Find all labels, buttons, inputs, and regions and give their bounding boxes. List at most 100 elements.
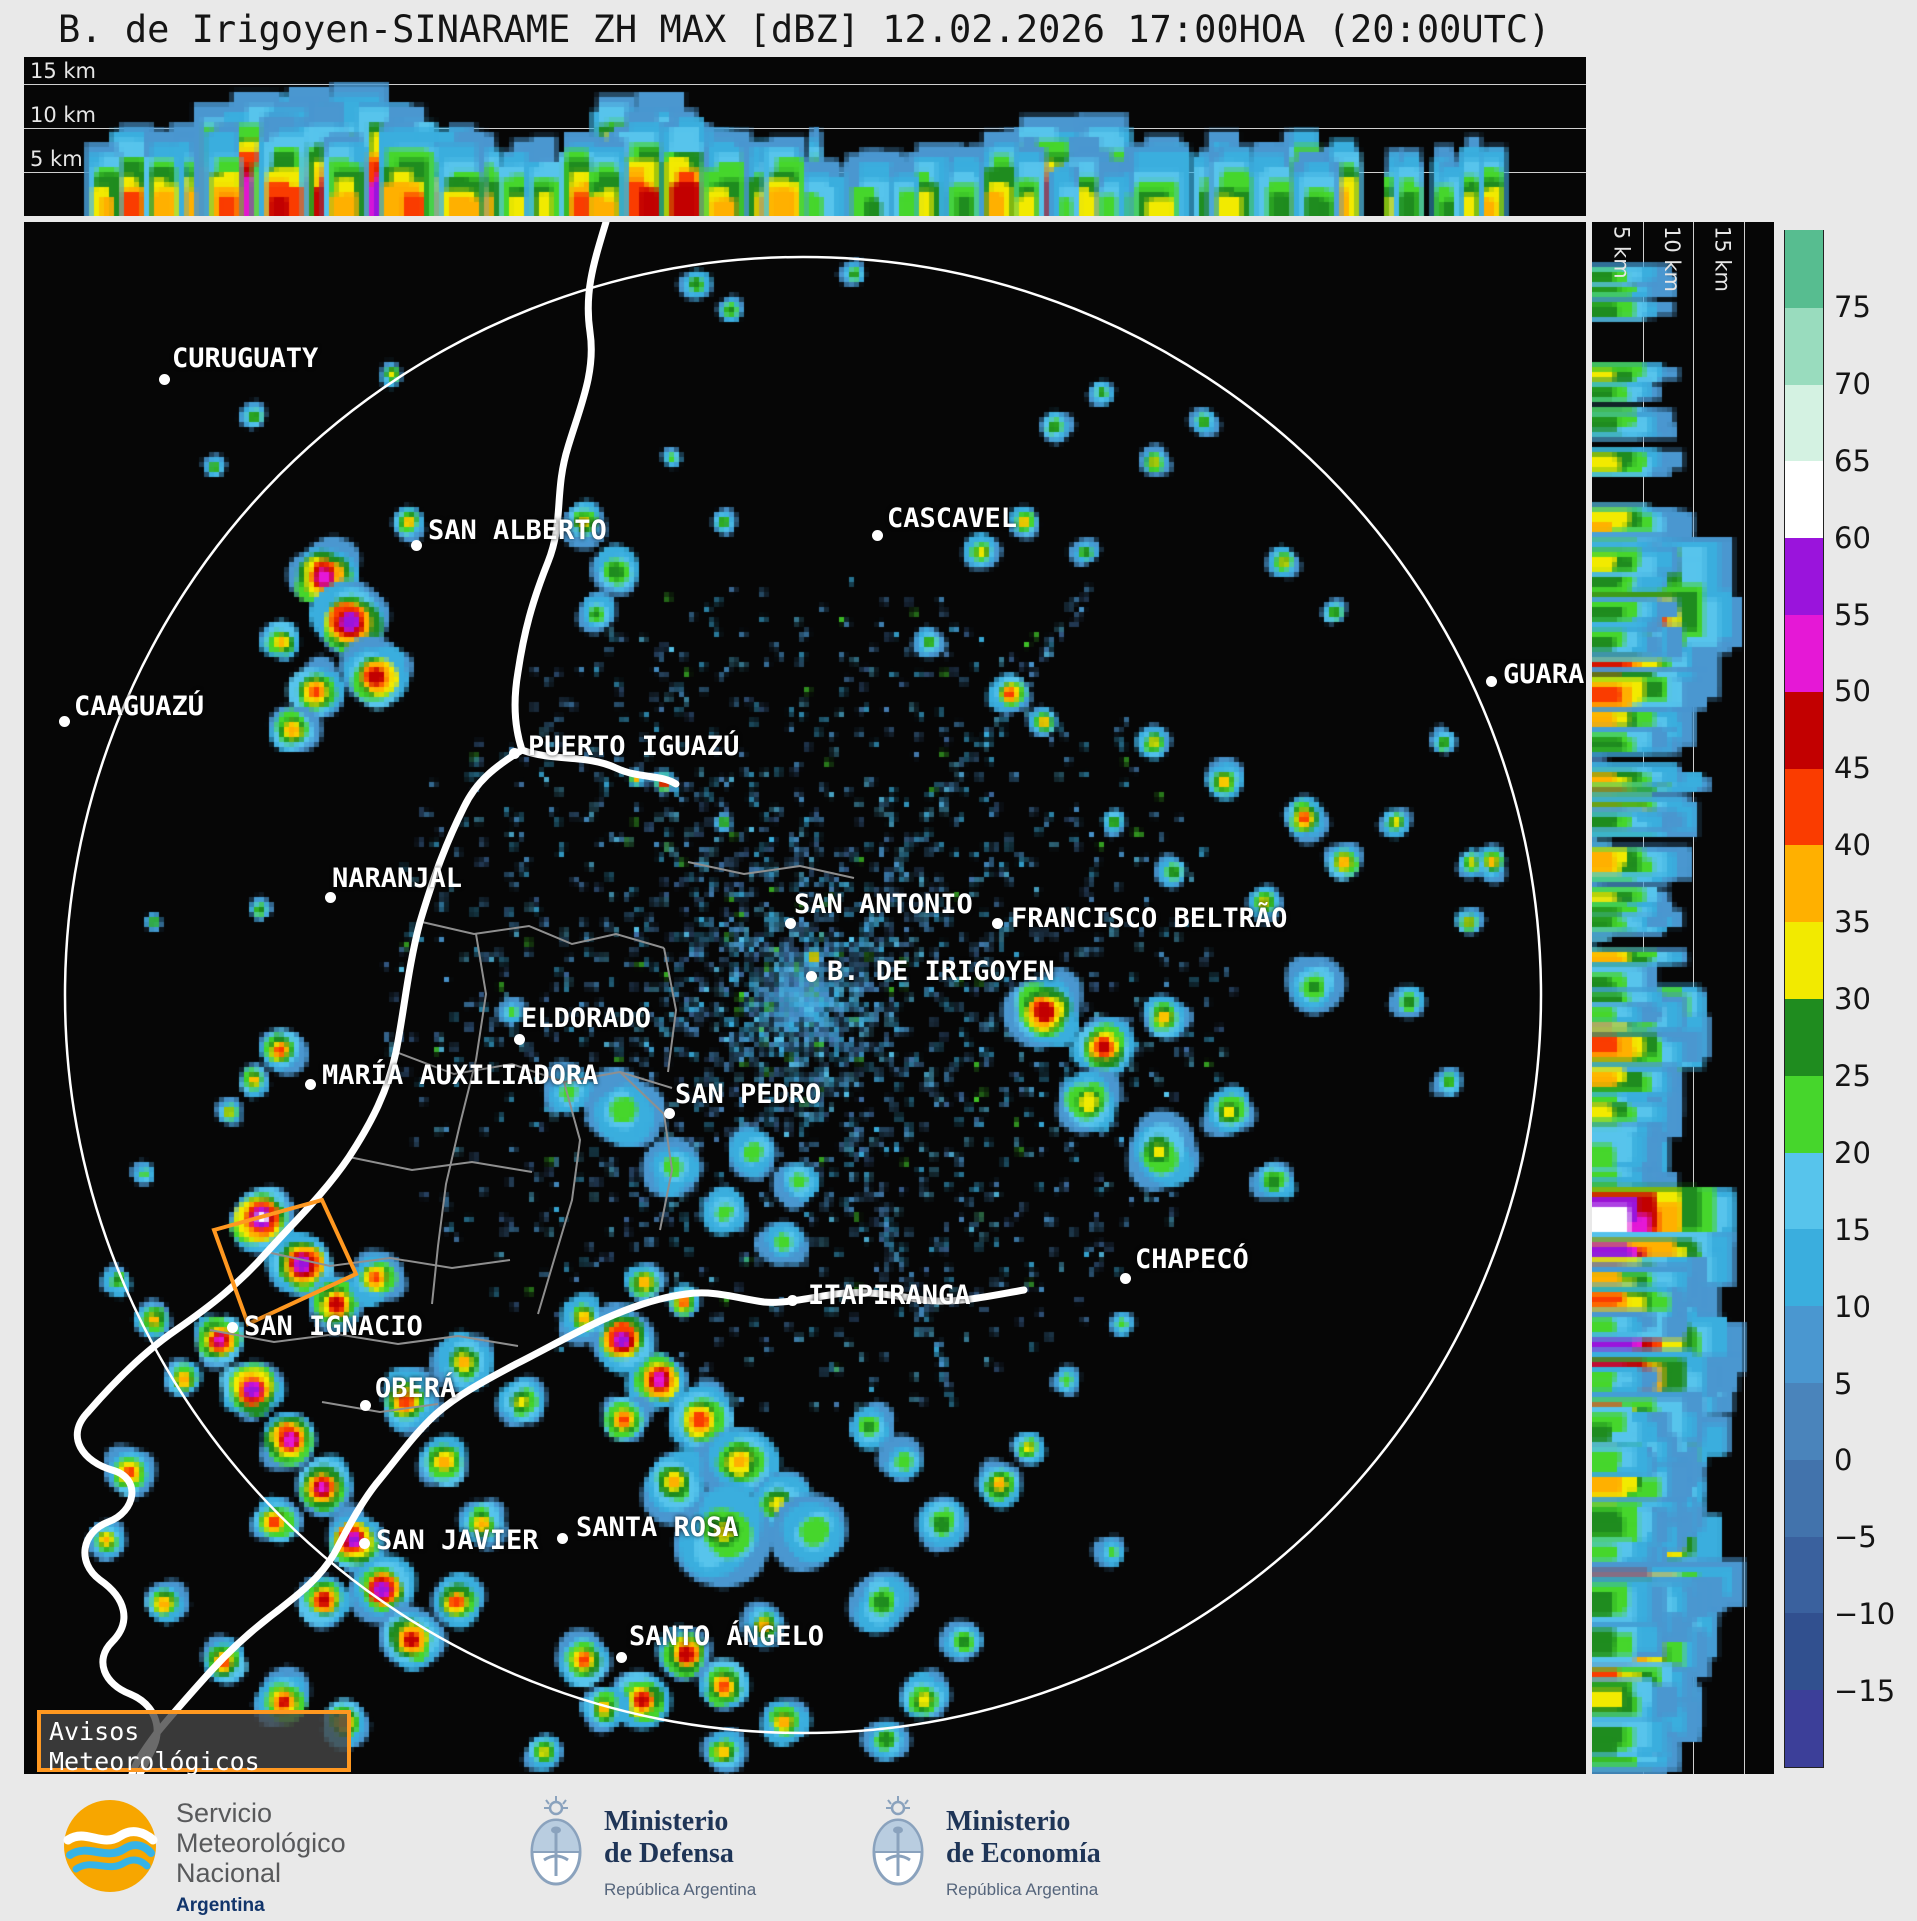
- colorbar-segment: [1785, 383, 1823, 462]
- city-label: CHAPECÓ: [1135, 1244, 1249, 1275]
- city-label: OBERÁ: [375, 1373, 457, 1404]
- colorbar-tick: 25: [1834, 1058, 1871, 1093]
- city-marker: [59, 716, 70, 727]
- colorbar-tick: −10: [1834, 1597, 1896, 1632]
- river-border-line: [84, 222, 610, 1416]
- colorbar-tick: 55: [1834, 597, 1871, 632]
- defensa-wordmark: Ministerio de Defensa República Argentin…: [604, 1806, 756, 1906]
- admin-boundary: [266, 1251, 511, 1270]
- city-marker: [992, 918, 1003, 929]
- warning-line-1: Avisos Meteorológicos: [49, 1717, 260, 1774]
- admin-boundary: [431, 933, 488, 1305]
- city-label: CAAGUAZÚ: [74, 691, 205, 722]
- admin-boundary: [663, 947, 678, 1073]
- colorbar-gradient: [1784, 230, 1824, 1768]
- colorbar-tick: 20: [1834, 1135, 1871, 1170]
- defensa-line-2: de Defensa: [604, 1838, 734, 1869]
- city-marker: [1486, 676, 1497, 687]
- city-label: CURUGUATY: [172, 343, 319, 374]
- altitude-label: 15 km: [1710, 226, 1735, 293]
- cross-section-right-canvas: [1592, 222, 1774, 1774]
- footer: Servicio Meteorológico Nacional Argentin…: [0, 1786, 1917, 1916]
- range-ring: [63, 255, 1543, 1735]
- colorbar-tick: 70: [1834, 366, 1871, 401]
- admin-boundary: [687, 861, 855, 879]
- colorbar-tick: 65: [1834, 443, 1871, 478]
- city-label: SAN JAVIER: [376, 1525, 539, 1556]
- altitude-label: 5 km: [30, 146, 83, 171]
- city-marker: [616, 1652, 627, 1663]
- smn-logo: [63, 1800, 158, 1892]
- colorbar-tick: 40: [1834, 828, 1871, 863]
- city-marker: [514, 1034, 525, 1045]
- city-label: SAN PEDRO: [675, 1079, 822, 1110]
- colorbar-segment: [1785, 767, 1823, 846]
- colorbar-tick: 0: [1834, 1443, 1853, 1478]
- river-border-line: [518, 746, 680, 788]
- city-label: FRANCISCO BELTRÃO: [1011, 903, 1288, 934]
- river-border-line: [128, 1286, 1028, 1774]
- city-label: PUERTO IGUAZÚ: [528, 731, 740, 762]
- colorbar-segment: [1785, 1305, 1823, 1383]
- city-label: SAN ALBERTO: [428, 515, 607, 546]
- colorbar-tick: 60: [1834, 520, 1871, 555]
- colorbar-segment: [1785, 691, 1823, 769]
- city-layer: CURUGUATY SAN ALBERTO CASCAVEL CAAGUAZÚ PUER…: [24, 222, 1586, 1774]
- warning-area-polygon: [211, 1197, 359, 1327]
- admin-boundary: [321, 1401, 439, 1414]
- altitude-label: 10 km: [30, 102, 97, 127]
- city-marker: [227, 1322, 238, 1333]
- city-marker: [360, 1400, 371, 1411]
- city-label: SAN ANTONIO: [794, 889, 973, 920]
- map-overlay: [63, 222, 1543, 1774]
- city-marker: [557, 1533, 568, 1544]
- city-marker: [411, 540, 422, 551]
- city-label: GUARA: [1503, 659, 1585, 690]
- smn-line-4: Argentina: [176, 1895, 265, 1916]
- colorbar-segment: [1785, 1612, 1823, 1691]
- city-marker: [509, 748, 520, 759]
- cross-section-right-panel: 5 km 10 km 15 km: [1592, 222, 1774, 1774]
- product-title: B. de Irigoyen-SINARAME ZH MAX [dBZ] 12.…: [58, 8, 1551, 51]
- colorbar-tick: −5: [1834, 1520, 1877, 1555]
- economia-line-3: República Argentina: [946, 1880, 1099, 1899]
- colorbar-tick: 10: [1834, 1289, 1871, 1324]
- admin-boundary: [395, 1051, 673, 1089]
- economia-line-2: de Economía: [946, 1838, 1101, 1869]
- defensa-line-1: Ministerio: [604, 1806, 729, 1837]
- city-marker: [359, 1538, 370, 1549]
- city-marker: [785, 918, 796, 929]
- city-label: MARÍA AUXILIADORA: [322, 1060, 599, 1091]
- city-label: SAN IGNACIO: [244, 1311, 423, 1342]
- economia-coat-of-arms: [872, 1796, 924, 1886]
- colorbar-segment: [1785, 1382, 1823, 1460]
- city-label: ELDORADO: [521, 1003, 652, 1034]
- colorbar-segment: [1785, 230, 1823, 308]
- colorbar-segment: [1785, 614, 1823, 692]
- colorbar-tick: 30: [1834, 982, 1871, 1016]
- admin-boundary: [619, 1071, 674, 1231]
- colorbar-segment: [1785, 1689, 1823, 1767]
- altitude-label: 5 km: [1609, 226, 1634, 279]
- colorbar-tick: −15: [1834, 1674, 1896, 1709]
- city-label: NARANJAL: [332, 863, 463, 894]
- colorbar-segment: [1785, 1535, 1823, 1614]
- economia-wordmark: Ministerio de Economía República Argenti…: [946, 1806, 1101, 1906]
- colorbar-segment: [1785, 307, 1823, 385]
- colorbar-segment: [1785, 537, 1823, 615]
- city-label: ITAPIRANGA: [808, 1280, 971, 1311]
- defensa-line-3: República Argentina: [604, 1880, 757, 1899]
- city-marker: [664, 1108, 675, 1119]
- city-label: SANTA ROSA: [576, 1512, 739, 1543]
- smn-line-3: Nacional: [176, 1858, 282, 1888]
- smn-line-2: Meteorológico: [176, 1828, 346, 1858]
- smn-line-1: Servicio: [176, 1798, 273, 1828]
- altitude-label: 10 km: [1660, 226, 1685, 293]
- smn-wordmark: Servicio Meteorológico Nacional Argentin…: [176, 1798, 346, 1921]
- colorbar-segment: [1785, 460, 1823, 539]
- city-marker: [806, 971, 817, 982]
- admin-boundary: [209, 1329, 519, 1347]
- city-marker: [787, 1295, 798, 1306]
- colorbar: 75 70 65 60 55 50 45 40 35 30 25 20 15 10 5 0 −5 −10 −15: [1784, 230, 1916, 1768]
- colorbar-tick: 50: [1834, 674, 1871, 709]
